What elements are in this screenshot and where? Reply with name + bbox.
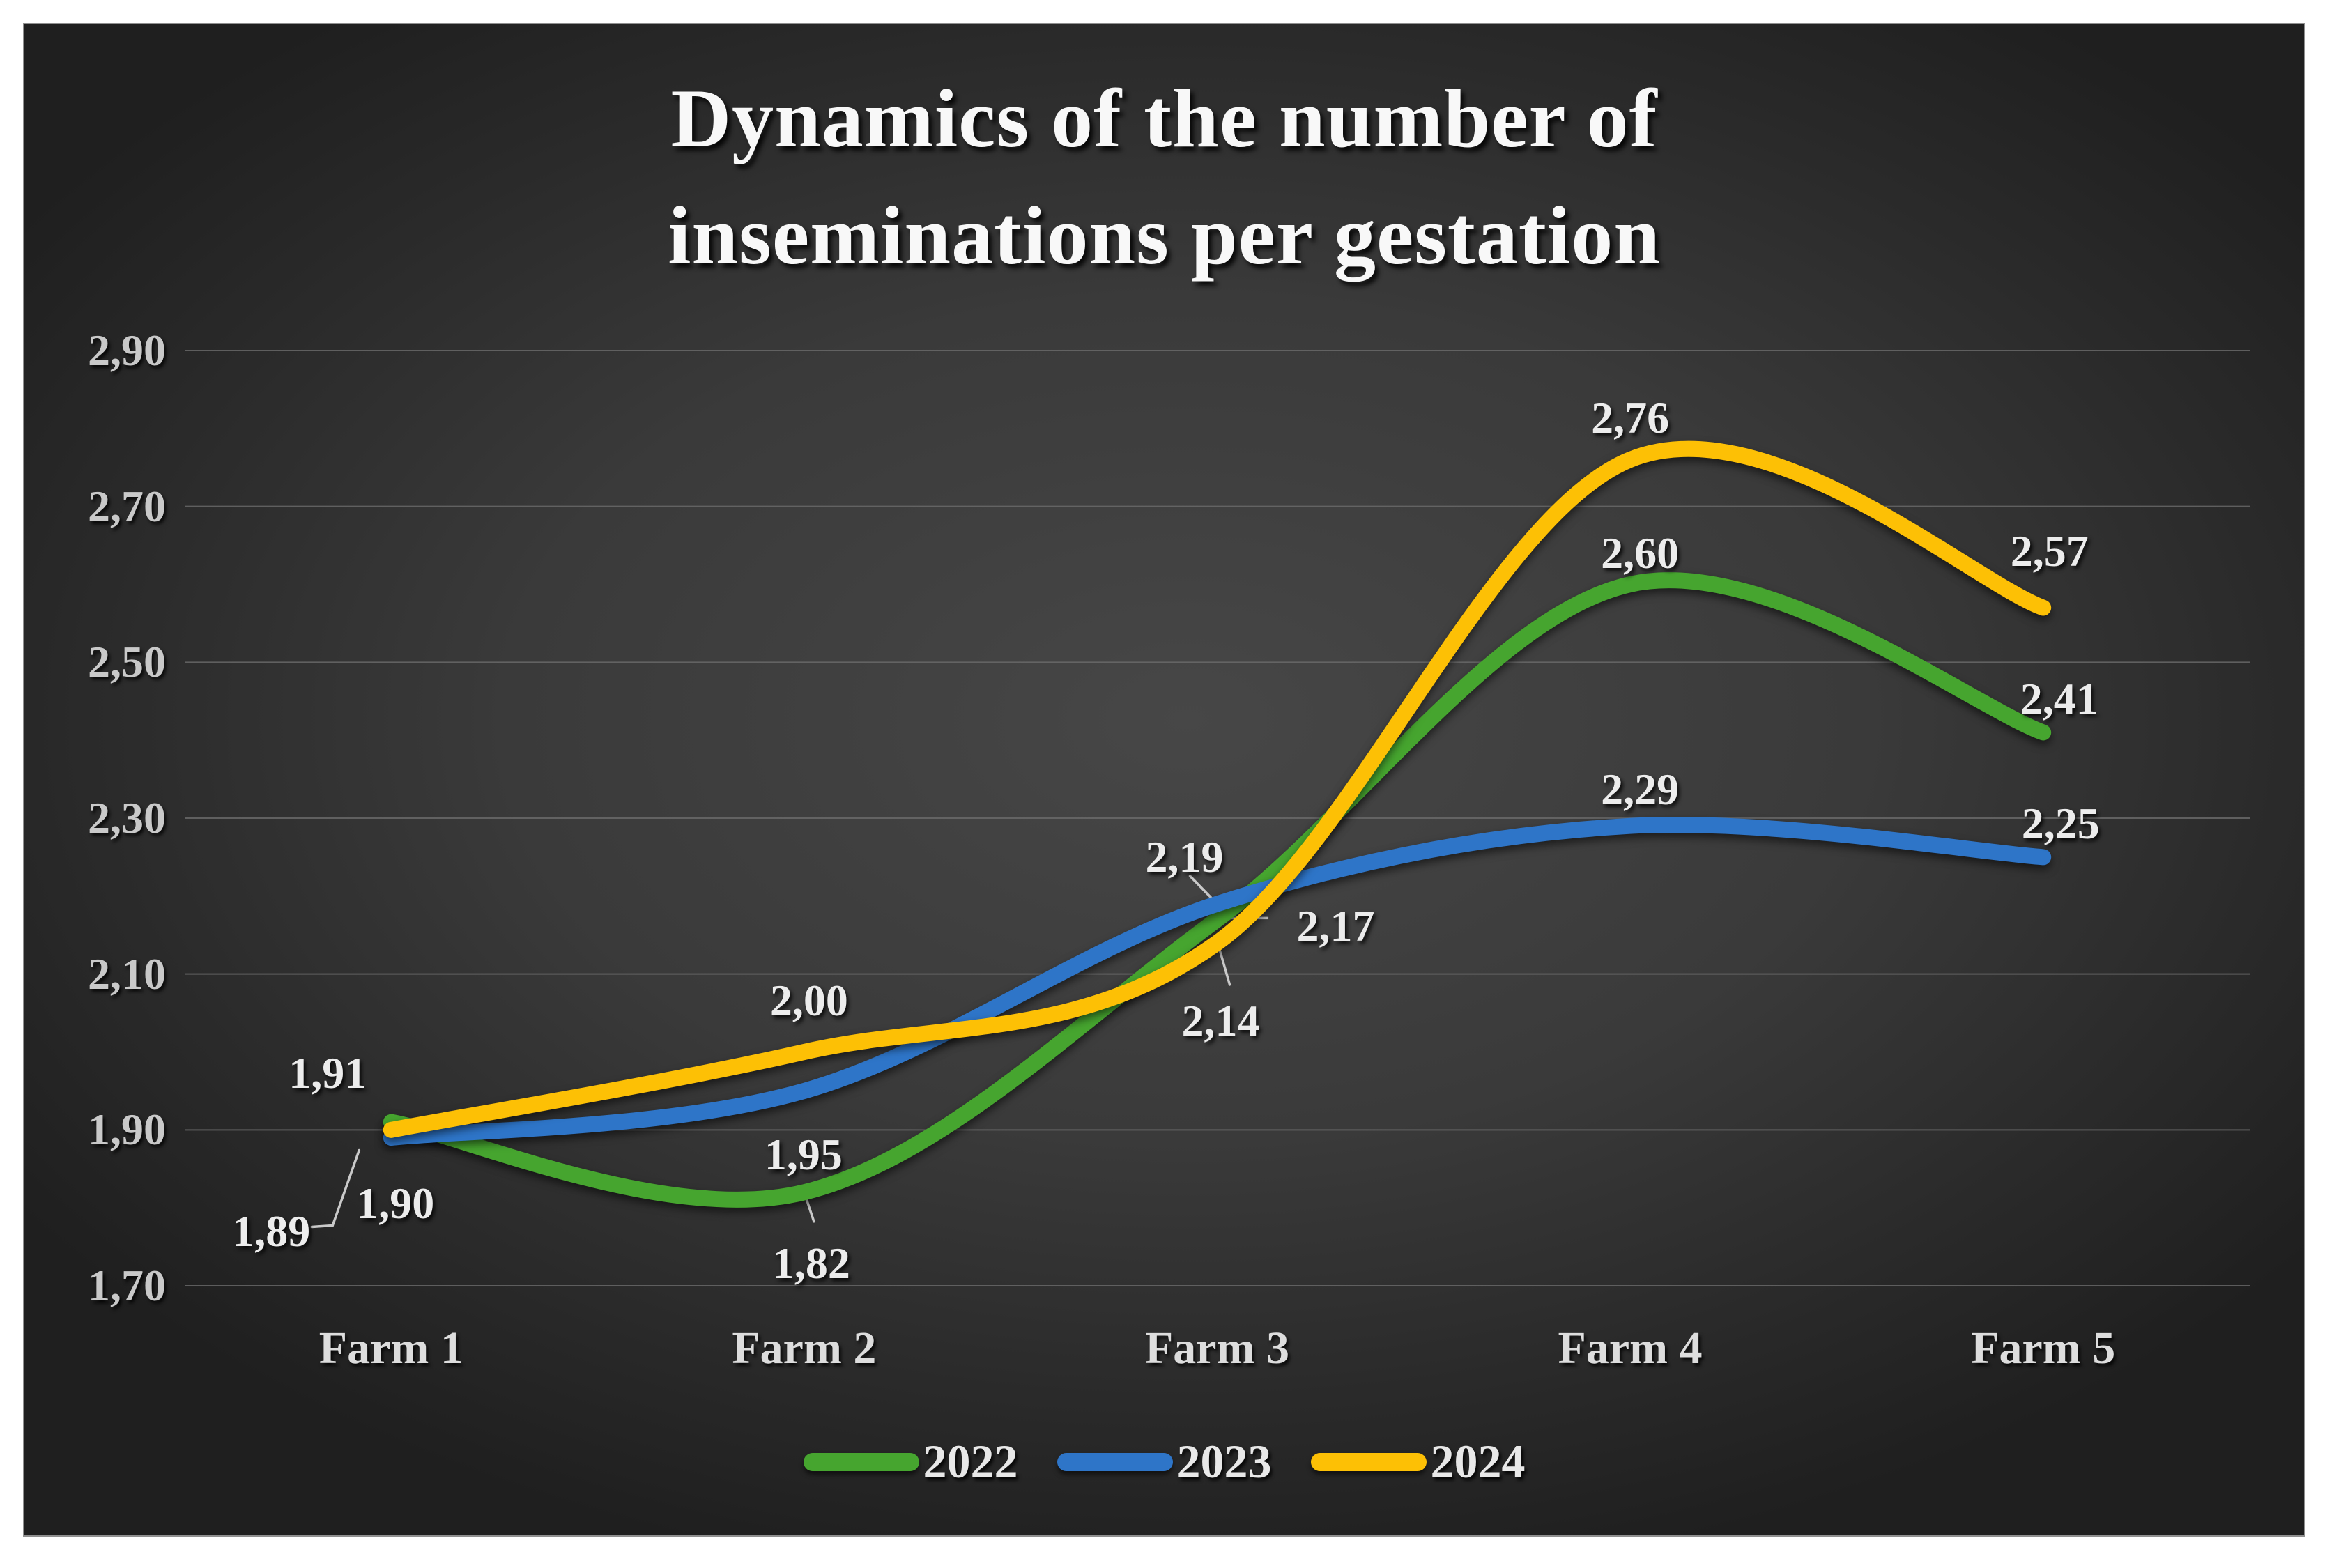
data-label-2022: 2,60: [1601, 528, 1680, 578]
chart-title-line1: Dynamics of the number of: [670, 72, 1658, 164]
legend-label: 2022: [923, 1435, 1018, 1488]
data-label-2024: 1,90: [356, 1178, 435, 1229]
chart-title: Dynamics of the number of inseminations …: [23, 60, 2305, 294]
series-line-2024: [383, 440, 2052, 1138]
data-label-2024: 2,57: [2010, 526, 2089, 576]
data-label-2023: 1,95: [764, 1130, 843, 1180]
data-label-2024: 2,14: [1181, 995, 1260, 1045]
chart-background: [23, 23, 2305, 1537]
label-leader-line: [310, 1148, 361, 1229]
legend-swatch-2022: [803, 1452, 919, 1471]
y-axis-tick-label: 2,50: [88, 637, 166, 687]
category-label: Farm 1: [318, 1323, 463, 1374]
category-label: Farm 4: [1558, 1323, 1703, 1374]
series-line-2022: [383, 572, 2052, 1208]
chart-title-line2: inseminations per gestation: [668, 189, 1661, 282]
data-label-2022: 2,41: [2020, 673, 2098, 723]
data-label-2022: 1,91: [289, 1048, 367, 1098]
y-axis-tick-label: 1,90: [88, 1105, 166, 1155]
legend-item-2023: 2023: [1057, 1434, 1272, 1489]
legend-label: 2023: [1176, 1435, 1272, 1488]
legend-swatch-2023: [1057, 1452, 1173, 1471]
y-axis-tick-label: 2,30: [88, 793, 166, 843]
category-label: Farm 2: [732, 1323, 877, 1374]
data-label-2024: 2,00: [769, 975, 848, 1025]
data-label-2023: 2,29: [1601, 764, 1680, 815]
data-label-2023: 2,25: [2021, 798, 2100, 848]
category-label: Farm 3: [1144, 1323, 1290, 1374]
data-label-2023: 2,19: [1145, 832, 1224, 882]
legend-label: 2024: [1430, 1435, 1526, 1488]
series-line-2023: [383, 817, 2052, 1146]
legend-swatch-2024: [1310, 1452, 1427, 1471]
y-axis-tick-label: 2,70: [88, 481, 166, 531]
data-label-2022: 2,17: [1296, 901, 1375, 951]
y-axis-tick-label: 2,10: [88, 948, 166, 999]
label-leader-line: [1218, 947, 1231, 986]
category-label: Farm 5: [1971, 1323, 2116, 1374]
legend: 2022 2023 2024: [23, 1434, 2305, 1489]
data-label-2022: 1,82: [771, 1238, 850, 1288]
data-label-2023: 1,89: [232, 1206, 311, 1256]
legend-item-2024: 2024: [1310, 1434, 1526, 1489]
y-axis-tick-label: 1,70: [88, 1261, 166, 1310]
y-axis-tick-label: 2,90: [88, 325, 166, 375]
data-label-2024: 2,76: [1591, 392, 1670, 443]
legend-item-2022: 2022: [803, 1434, 1018, 1489]
